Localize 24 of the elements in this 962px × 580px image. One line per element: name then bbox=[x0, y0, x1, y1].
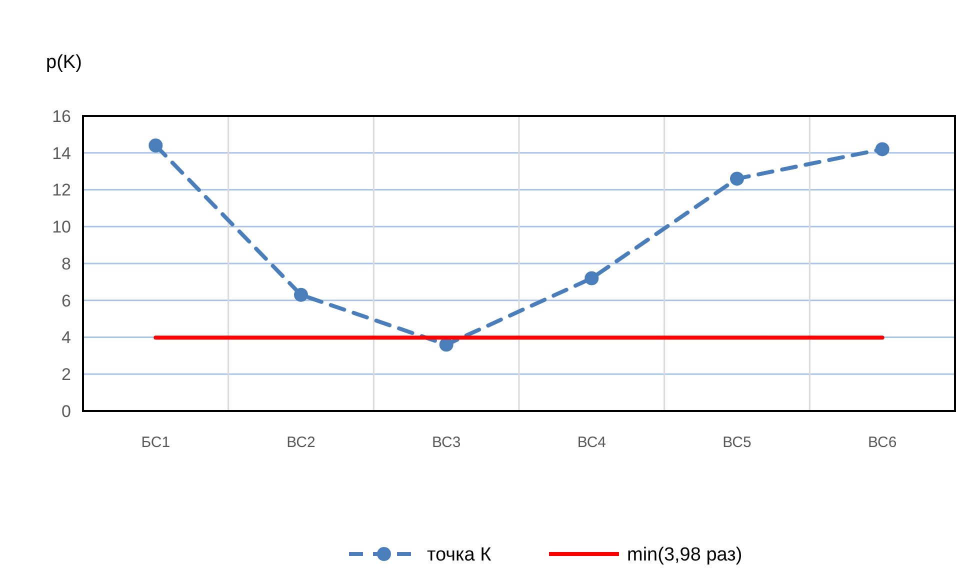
y-axis-title: p(K) bbox=[46, 52, 82, 73]
legend-label: точка К bbox=[427, 544, 492, 566]
x-tick-label: ВС6 bbox=[868, 434, 897, 451]
y-tick-label: 6 bbox=[62, 291, 71, 310]
y-tick-label: 12 bbox=[52, 180, 71, 200]
y-tick-label: 4 bbox=[62, 328, 71, 348]
y-tick-label: 2 bbox=[62, 365, 71, 384]
x-tick-label: ВС2 bbox=[286, 434, 316, 451]
point bbox=[730, 172, 744, 186]
legend-label: min(3,98 раз) bbox=[627, 544, 742, 566]
y-tick-label: 8 bbox=[62, 254, 71, 274]
point bbox=[294, 288, 308, 302]
point bbox=[148, 138, 163, 152]
y-tick-label: 16 bbox=[52, 106, 71, 126]
x-tick-label: ВС3 bbox=[432, 434, 461, 451]
point bbox=[439, 338, 454, 352]
x-tick-label: ВС4 bbox=[577, 434, 606, 451]
point bbox=[584, 271, 599, 286]
y-tick-label: 0 bbox=[62, 402, 71, 421]
x-tick-label: БС1 bbox=[141, 434, 170, 451]
y-tick-label: 14 bbox=[52, 144, 71, 163]
y-tick-label: 10 bbox=[52, 218, 71, 237]
x-tick-label: ВС5 bbox=[722, 434, 752, 451]
point bbox=[875, 142, 890, 156]
